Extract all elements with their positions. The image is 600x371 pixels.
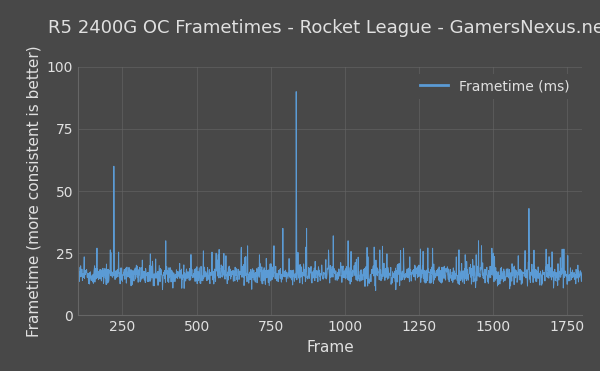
Text: R5 2400G OC Frametimes - Rocket League - GamersNexus.net: R5 2400G OC Frametimes - Rocket League -…: [48, 19, 600, 37]
Y-axis label: Frametime (more consistent is better): Frametime (more consistent is better): [26, 45, 41, 337]
Legend: Frametime (ms): Frametime (ms): [415, 74, 575, 99]
X-axis label: Frame: Frame: [306, 340, 354, 355]
